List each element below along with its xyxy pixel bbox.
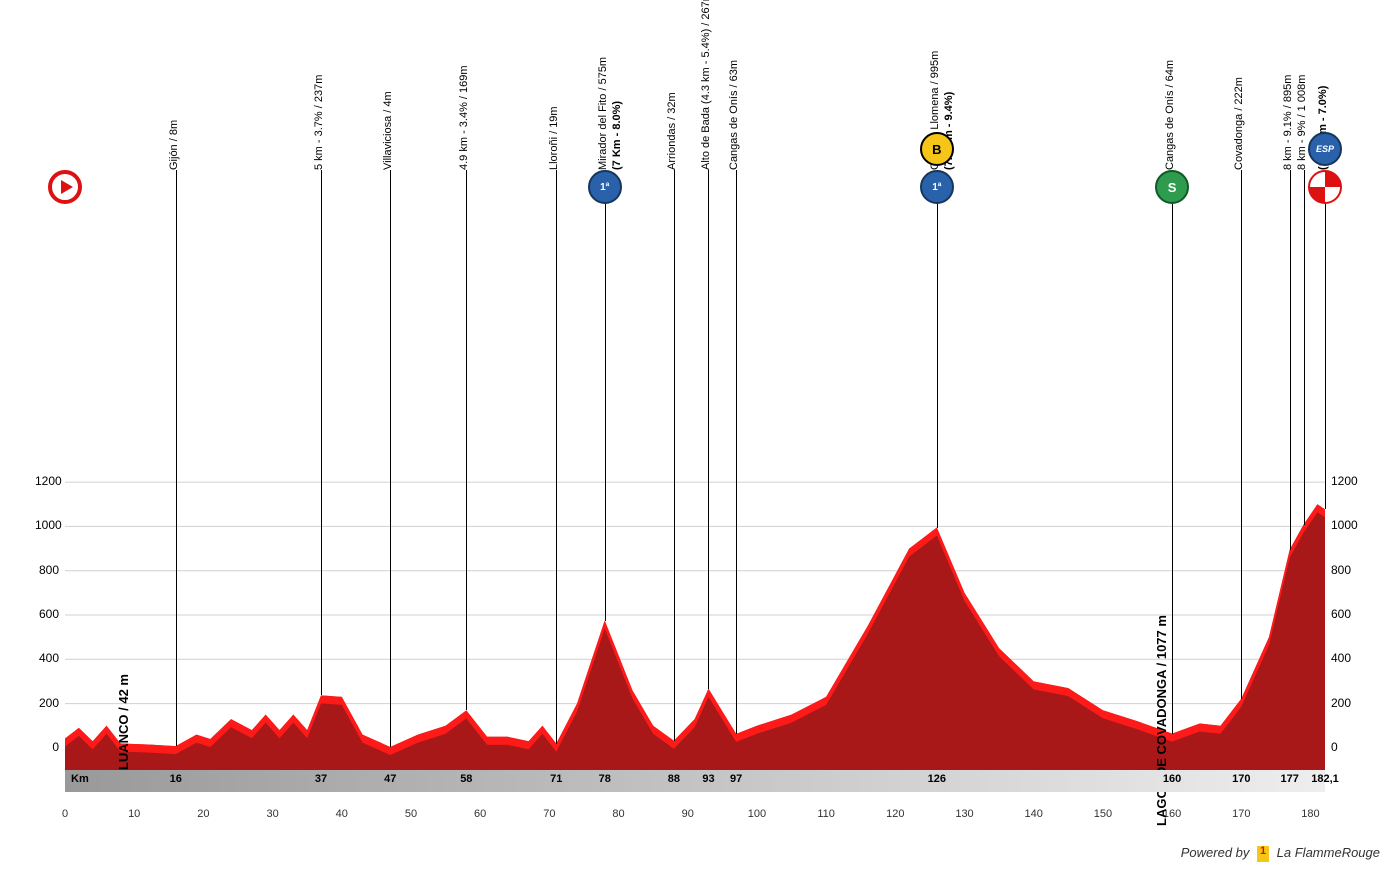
km-bar (65, 770, 1325, 792)
bonus-icon: B (920, 132, 954, 166)
annotation-label: Arriondas / 32m (666, 92, 678, 170)
start-label: LUANCO / 42 m (116, 674, 131, 770)
km-marker: 71 (550, 773, 562, 785)
flame-icon (1257, 846, 1269, 862)
annotation-label: Villaviciosa / 4m (382, 91, 394, 170)
km-marker: 97 (730, 773, 742, 785)
annotation-label: Gijón / 8m (168, 120, 180, 170)
km-marker: 37 (315, 773, 327, 785)
km-marker: 177 (1281, 773, 1299, 785)
y-tick-right: 800 (1325, 563, 1351, 577)
annotation-label: Mirador del Fito / 575m (597, 57, 609, 170)
annotation-line (674, 170, 675, 741)
annotation-label: 8 km - 9.1% / 895m (1282, 75, 1294, 170)
annotation-label: 8 km - 9% / 1 008m (1296, 75, 1308, 170)
km-marker: 88 (668, 773, 680, 785)
annotation-line (736, 170, 737, 734)
km-marker: 47 (384, 773, 396, 785)
annotation-line (556, 170, 557, 744)
y-tick-left: 400 (35, 651, 65, 665)
annotation-line (1325, 170, 1326, 509)
footer-text: La FlammeRouge (1277, 845, 1380, 860)
annotation-line (321, 170, 322, 695)
km-marker: 93 (702, 773, 714, 785)
cat1-icon: 1ª (588, 170, 622, 204)
annotation-line (1241, 170, 1242, 699)
annotation-line (1172, 170, 1173, 734)
finish-icon (1308, 170, 1342, 204)
esp-icon: ESP (1308, 132, 1342, 166)
y-tick-right: 600 (1325, 607, 1351, 621)
sprint-icon: S (1155, 170, 1189, 204)
km-marker: 126 (928, 773, 946, 785)
y-tick-left: 0 (35, 740, 65, 754)
annotation-line (390, 170, 391, 747)
y-tick-left: 600 (35, 607, 65, 621)
start-icon (48, 170, 82, 204)
annotation-line (937, 170, 938, 528)
y-tick-right: 0 (1325, 740, 1338, 754)
annotation-line (176, 170, 177, 746)
km-marker: 16 (170, 773, 182, 785)
km-marker: 170 (1232, 773, 1250, 785)
y-tick-right: 1000 (1325, 518, 1358, 532)
y-tick-left: 1200 (35, 474, 65, 488)
annotation-label: Covadonga / 222m (1233, 77, 1245, 170)
annotation-line (1304, 170, 1305, 525)
annotation-label: Cangas de Onís / 63m (728, 60, 740, 170)
km-marker: 182,1 (1311, 773, 1339, 785)
annotation-line (605, 170, 606, 621)
km-bar-label: Km (71, 773, 89, 785)
y-tick-left: 200 (35, 696, 65, 710)
y-tick-left: 1000 (35, 518, 65, 532)
cat1-icon: 1ª (920, 170, 954, 204)
elevation-profile-svg (65, 460, 1325, 770)
footer-prefix: Powered by (1181, 845, 1250, 860)
annotation-label: (7 Km - 8.0%) (611, 101, 623, 170)
annotation-line (466, 170, 467, 710)
end-label: LAGOS DE COVADONGA / 1077 m (1154, 615, 1169, 826)
annotation-line (1290, 170, 1291, 550)
annotation-label: 5 km - 3.7% / 237m (313, 75, 325, 170)
km-marker: 58 (460, 773, 472, 785)
chart-area: 020040060080010001200 020040060080010001… (65, 460, 1325, 770)
stage-profile-container: 0 200 400 600 800 1000 1200 0 200 400 600 800 1000 1… (0, 0, 1400, 870)
y-tick-left: 800 (35, 563, 65, 577)
km-marker: 78 (599, 773, 611, 785)
annotation-label: 4.9 km - 3.4% / 169m (458, 65, 470, 170)
annotation-line (708, 170, 709, 689)
km-marker: 160 (1163, 773, 1181, 785)
y-tick-right: 1200 (1325, 474, 1358, 488)
footer-credit: Powered by La FlammeRouge (1181, 845, 1380, 862)
y-tick-right: 400 (1325, 651, 1351, 665)
annotation-label: Cangas de Onís / 64m (1164, 60, 1176, 170)
annotation-label: Alto de Bada (4.3 km - 5.4%) / 267m (700, 0, 712, 170)
annotation-label: Lloroñi / 19m (548, 106, 560, 170)
y-tick-right: 200 (1325, 696, 1351, 710)
